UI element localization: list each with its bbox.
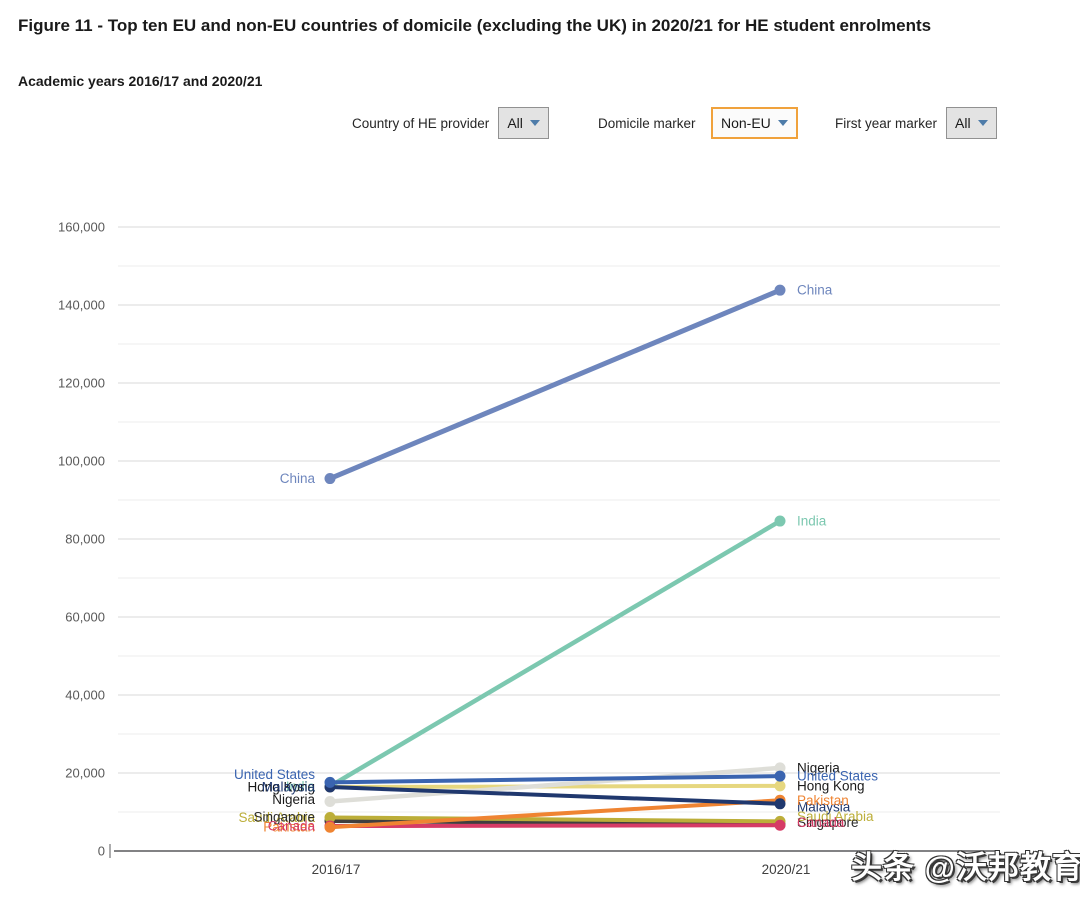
point-Nigeria-2016/17[interactable] xyxy=(324,795,336,807)
label-right-India: India xyxy=(797,514,827,529)
y-tick-label: 80,000 xyxy=(65,532,105,547)
line-India[interactable] xyxy=(328,519,782,789)
line-Malaysia[interactable] xyxy=(329,785,781,806)
label-left-India: India xyxy=(286,779,316,794)
selected-value: Non-EU xyxy=(721,115,771,131)
domicile-marker-select[interactable]: Non-EU xyxy=(711,107,798,139)
point-China-2016/17[interactable] xyxy=(324,473,336,485)
chevron-down-icon xyxy=(529,120,540,126)
figure-title: Figure 11 - Top ten EU and non-EU countr… xyxy=(18,16,932,35)
y-tick-label: 60,000 xyxy=(65,610,105,625)
label-right-Singapore: Singapore xyxy=(797,815,859,830)
y-tick-label: 100,000 xyxy=(58,454,105,469)
y-tick-label: 40,000 xyxy=(65,688,105,703)
line-United States[interactable] xyxy=(329,774,781,785)
label-left-Nigeria: Nigeria xyxy=(272,792,315,807)
first-year-select[interactable]: All xyxy=(946,107,997,139)
y-tick-label: 20,000 xyxy=(65,766,105,781)
filter-label: Country of HE provider xyxy=(352,115,490,131)
figure-subtitle: Academic years 2016/17 and 2020/21 xyxy=(18,73,263,89)
chevron-down-icon xyxy=(977,120,988,126)
filter-label: Domicile marker xyxy=(598,115,696,131)
label-right-China: China xyxy=(797,283,833,298)
label-left-Canada: Canada xyxy=(268,819,316,834)
label-right-Canada: Canada xyxy=(797,815,845,830)
point-Pakistan-2016/17[interactable] xyxy=(324,821,336,833)
y-tick-label: 120,000 xyxy=(58,376,105,391)
chevron-down-icon xyxy=(777,120,788,126)
x-tick-label: 2016/17 xyxy=(312,862,361,877)
filter-domicile-marker: Domicile marker Non-EU xyxy=(598,106,798,140)
line-China[interactable] xyxy=(329,287,781,481)
filter-country-of-provider: Country of HE provider All xyxy=(352,106,549,140)
label-right-United States: United States xyxy=(797,769,878,784)
point-Malaysia-2020/21[interactable] xyxy=(774,798,786,810)
slope-line-chart: 0 20,000 40,000 60,000 80,000 100,000 120,000 1… xyxy=(58,220,1000,877)
label-left-China: China xyxy=(280,471,316,486)
point-India-2020/21[interactable] xyxy=(774,515,786,527)
filter-first-year-marker: First year marker All xyxy=(835,106,997,140)
selected-value: All xyxy=(955,115,971,131)
label-right-Pakistan: Pakistan xyxy=(797,793,849,808)
line-Pakistan[interactable] xyxy=(329,798,781,830)
point-Canada-2020/21[interactable] xyxy=(774,819,786,831)
point-United States-2016/17[interactable] xyxy=(324,776,336,788)
label-left-Saudi Arabia: Saudi Arabia xyxy=(238,810,315,825)
y-tick-label: 0 xyxy=(98,844,105,859)
line-Canada[interactable] xyxy=(329,823,781,829)
point-Nigeria-2020/21[interactable] xyxy=(774,762,786,774)
label-left-Malaysia: Malaysia xyxy=(262,780,316,795)
label-right-Hong Kong: Hong Kong xyxy=(797,778,865,793)
label-left-Pakistan: Pakistan xyxy=(263,820,315,835)
y-tick-label: 140,000 xyxy=(58,298,105,313)
y-tick-label: 160,000 xyxy=(58,220,105,235)
watermark: 头条 @沃邦教育 xyxy=(851,850,1080,885)
label-right-Saudi Arabia: Saudi Arabia xyxy=(797,809,874,824)
label-right-Malaysia: Malaysia xyxy=(797,799,851,814)
point-Hong Kong-2020/21[interactable] xyxy=(774,780,786,792)
line-Nigeria[interactable] xyxy=(329,765,781,804)
selected-value: All xyxy=(507,115,523,131)
line-Saudi Arabia[interactable] xyxy=(329,815,781,824)
label-left-United States: United States xyxy=(234,767,315,782)
country-provider-select[interactable]: All xyxy=(498,107,549,139)
point-China-2020/21[interactable] xyxy=(774,284,786,296)
label-right-Nigeria: Nigeria xyxy=(797,760,840,775)
label-left-Hong Kong: Hong Kong xyxy=(247,780,315,795)
point-United States-2020/21[interactable] xyxy=(774,770,786,782)
filter-label: First year marker xyxy=(835,115,938,131)
point-Saudi Arabia-2016/17[interactable] xyxy=(324,811,336,823)
x-tick-label: 2020/21 xyxy=(762,862,811,877)
label-left-Singapore: Singapore xyxy=(253,809,315,824)
